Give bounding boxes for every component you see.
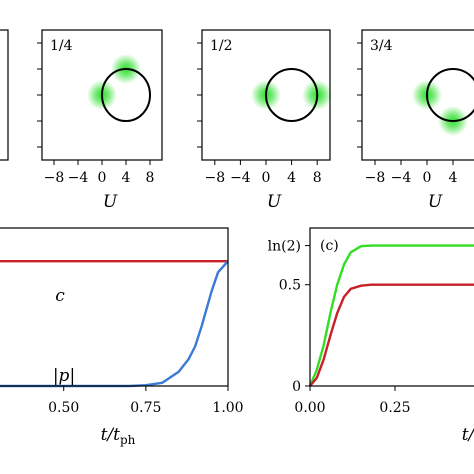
orbit-circle: [265, 68, 319, 122]
x-tick-label: 4: [449, 170, 458, 186]
orbit-circle: [101, 68, 151, 122]
y-tick-label: 0.5: [279, 278, 301, 294]
x-tick-label: 0.50: [48, 400, 79, 416]
x-axis-label: t/tph: [101, 425, 136, 447]
series-label-p: |p|: [53, 366, 75, 386]
x-axis-label: t/: [462, 425, 474, 445]
top-panel-2: −8 −4 0 4 8 1/2: [197, 29, 333, 186]
x-tick-label: −8: [365, 170, 386, 186]
x-tick-label: 0.00: [294, 400, 325, 416]
x-tick-label: 8: [313, 170, 322, 186]
top-panel-1: −8 −4 0 4 8 1/4: [37, 29, 163, 186]
panel-label: 1/4: [50, 38, 73, 54]
x-tick-label: 1.00: [212, 400, 243, 416]
y-tick-label: ln(2): [268, 239, 301, 255]
x-tick-label: 4: [122, 170, 131, 186]
x-tick-label: 0.75: [130, 400, 161, 416]
top-panel-0: 8: [0, 29, 9, 161]
x-axis-label: U: [103, 192, 118, 212]
series-line-1: [0, 260, 229, 388]
x-tick-label: −4: [230, 170, 251, 186]
panel-frame: [0, 29, 9, 161]
x-tick-label: 0: [423, 170, 432, 186]
x-tick-label: 8: [146, 170, 155, 186]
x-axis-label: U: [428, 192, 443, 212]
x-tick-label: 0: [98, 170, 107, 186]
series-label-c: c: [55, 286, 65, 306]
x-tick-label: 0: [262, 170, 271, 186]
x-axis-label: U: [267, 192, 282, 212]
panel-label: 3/4: [370, 38, 393, 54]
chart-right: 0.000.25000.5ln(2)(c)t/: [268, 227, 474, 445]
series-line-0: [308, 244, 474, 387]
x-tick-label: −4: [391, 170, 412, 186]
x-tick-label: −8: [204, 170, 225, 186]
x-tick-label: 4: [287, 170, 296, 186]
x-tick-label: 0.25: [379, 400, 410, 416]
top-panel-3: −8−40483/4: [357, 29, 474, 186]
x-axis-label-sub: ph: [120, 433, 136, 447]
series-line-1: [309, 283, 474, 387]
chart-left: c |p| 0.50 0.75 1.00 t/tph: [0, 227, 244, 447]
panel-label: (c): [320, 238, 339, 254]
x-tick-label: −4: [68, 170, 89, 186]
panel-label: 1/2: [210, 38, 233, 54]
y-tick-label: 0: [292, 379, 301, 395]
chart-frame: [0, 227, 229, 387]
x-tick-label: −8: [44, 170, 65, 186]
orbit-circle: [426, 68, 474, 122]
